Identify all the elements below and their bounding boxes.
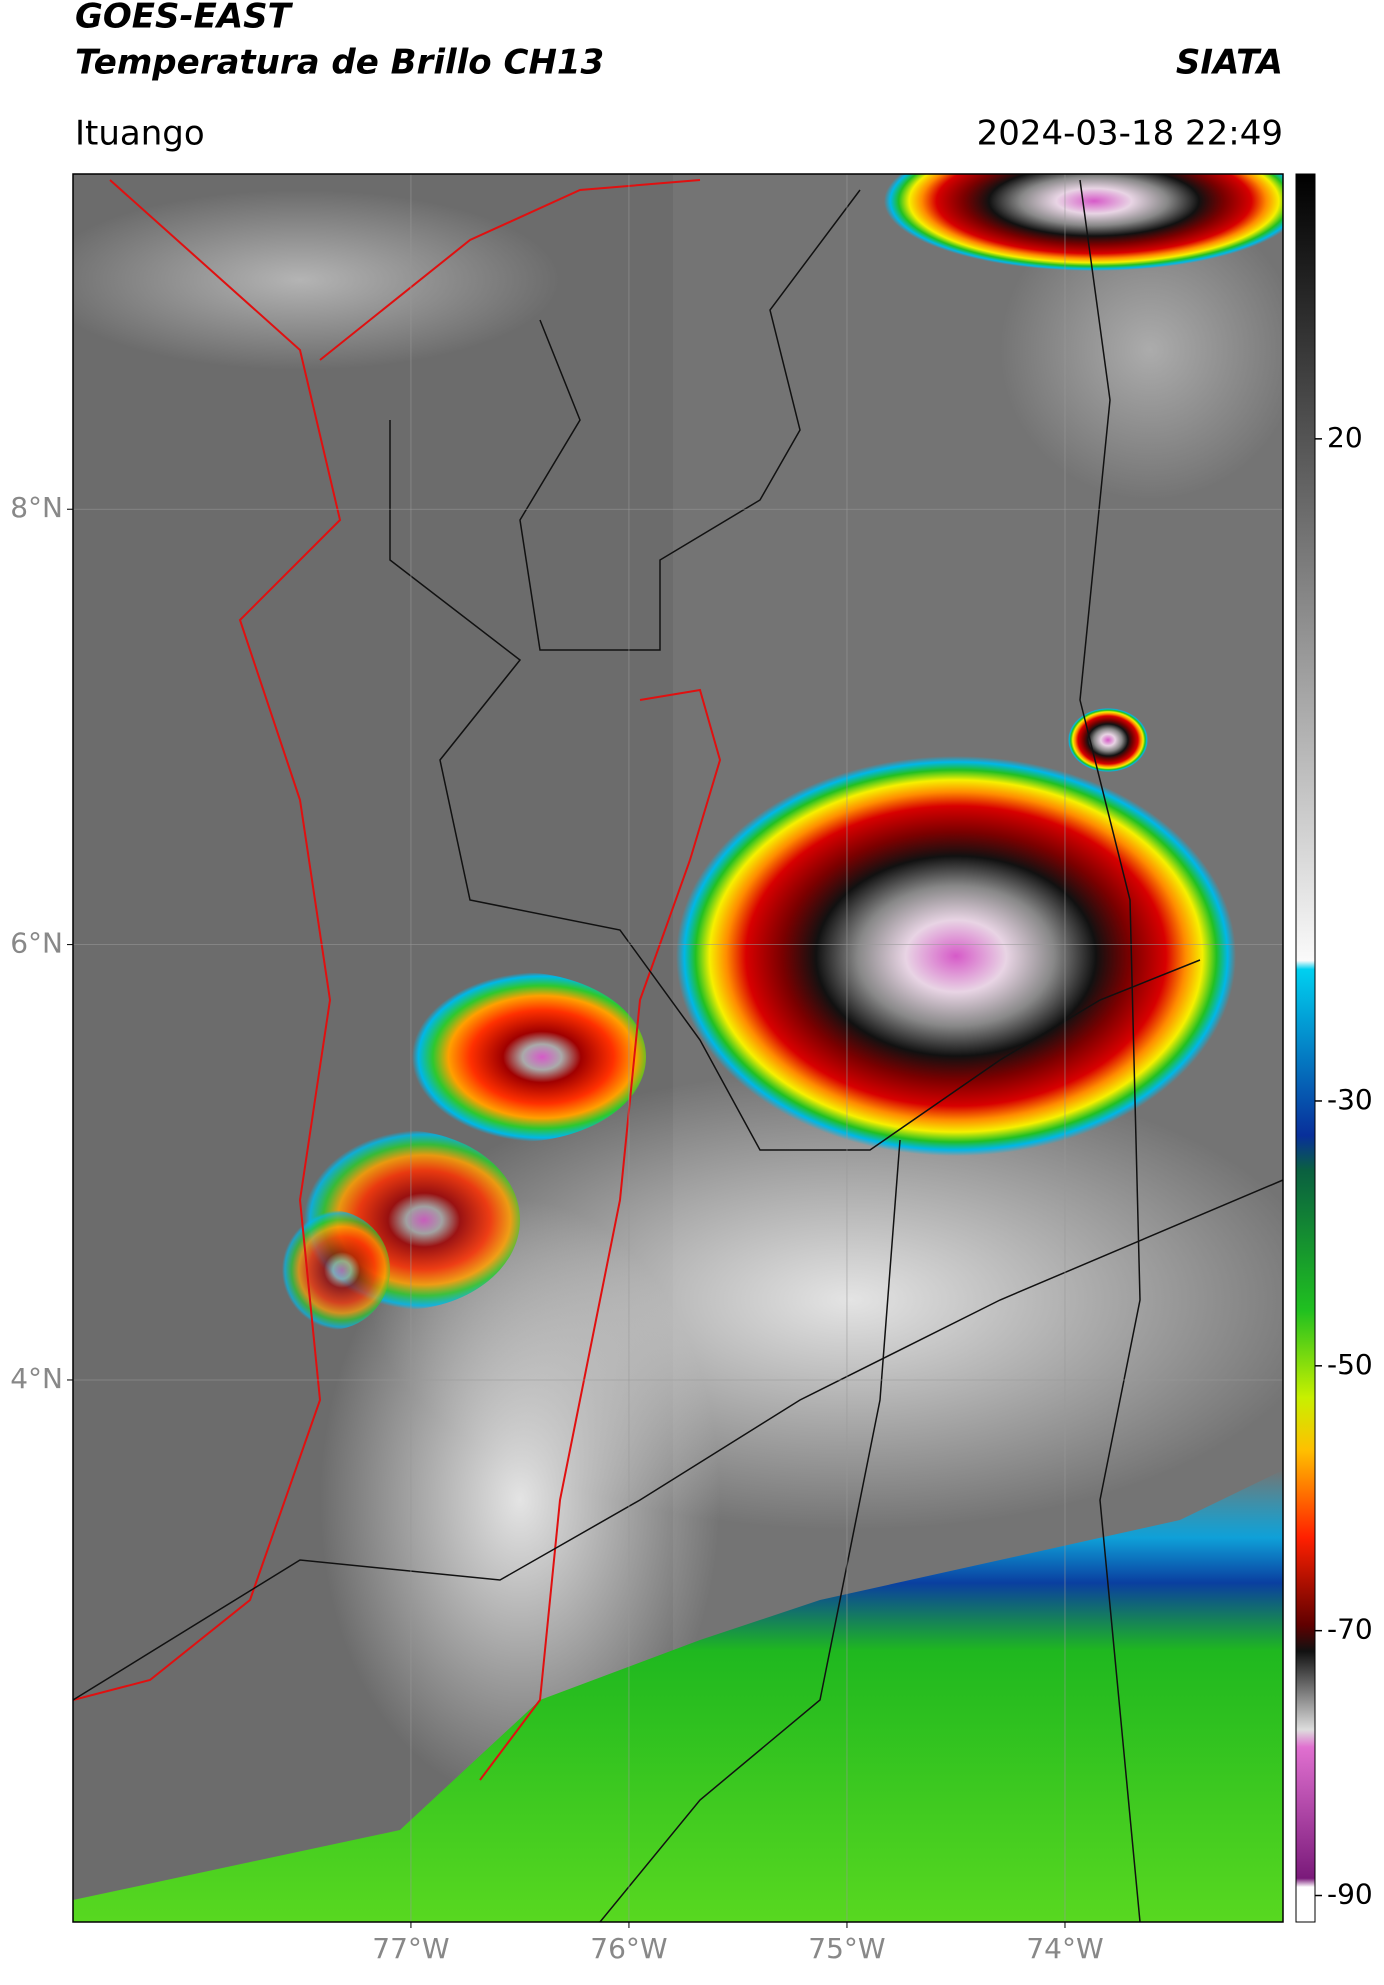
colorbar-tick-label: -70 [1327,1613,1373,1646]
datetime: 2024-03-18 22:49 [977,114,1283,154]
x-tick-label: 76°W [590,1932,667,1965]
y-tick-label: 8°N [10,491,63,524]
x-tick-label: 75°W [808,1932,885,1965]
y-tick-label: 6°N [10,927,63,960]
y-tick-label: 4°N [10,1362,63,1395]
x-tick-label: 77°W [372,1932,449,1965]
title: GOES-EAST [75,0,294,37]
x-tick-label: 74°W [1026,1932,1103,1965]
location: Ituango [75,114,205,154]
colorbar-tick-label: -50 [1327,1348,1373,1381]
subtitle: Temperatura de Brillo CH13 [75,43,604,83]
colorbar-tick-label: -30 [1327,1083,1373,1116]
colorbar-tick-label: 20 [1327,421,1363,454]
satellite-image [73,174,1283,1922]
source: SIATA [1176,43,1283,83]
colorbar [1295,173,1316,1923]
colorbar-tick-label: -90 [1327,1878,1373,1911]
map-frame [72,173,1284,1923]
